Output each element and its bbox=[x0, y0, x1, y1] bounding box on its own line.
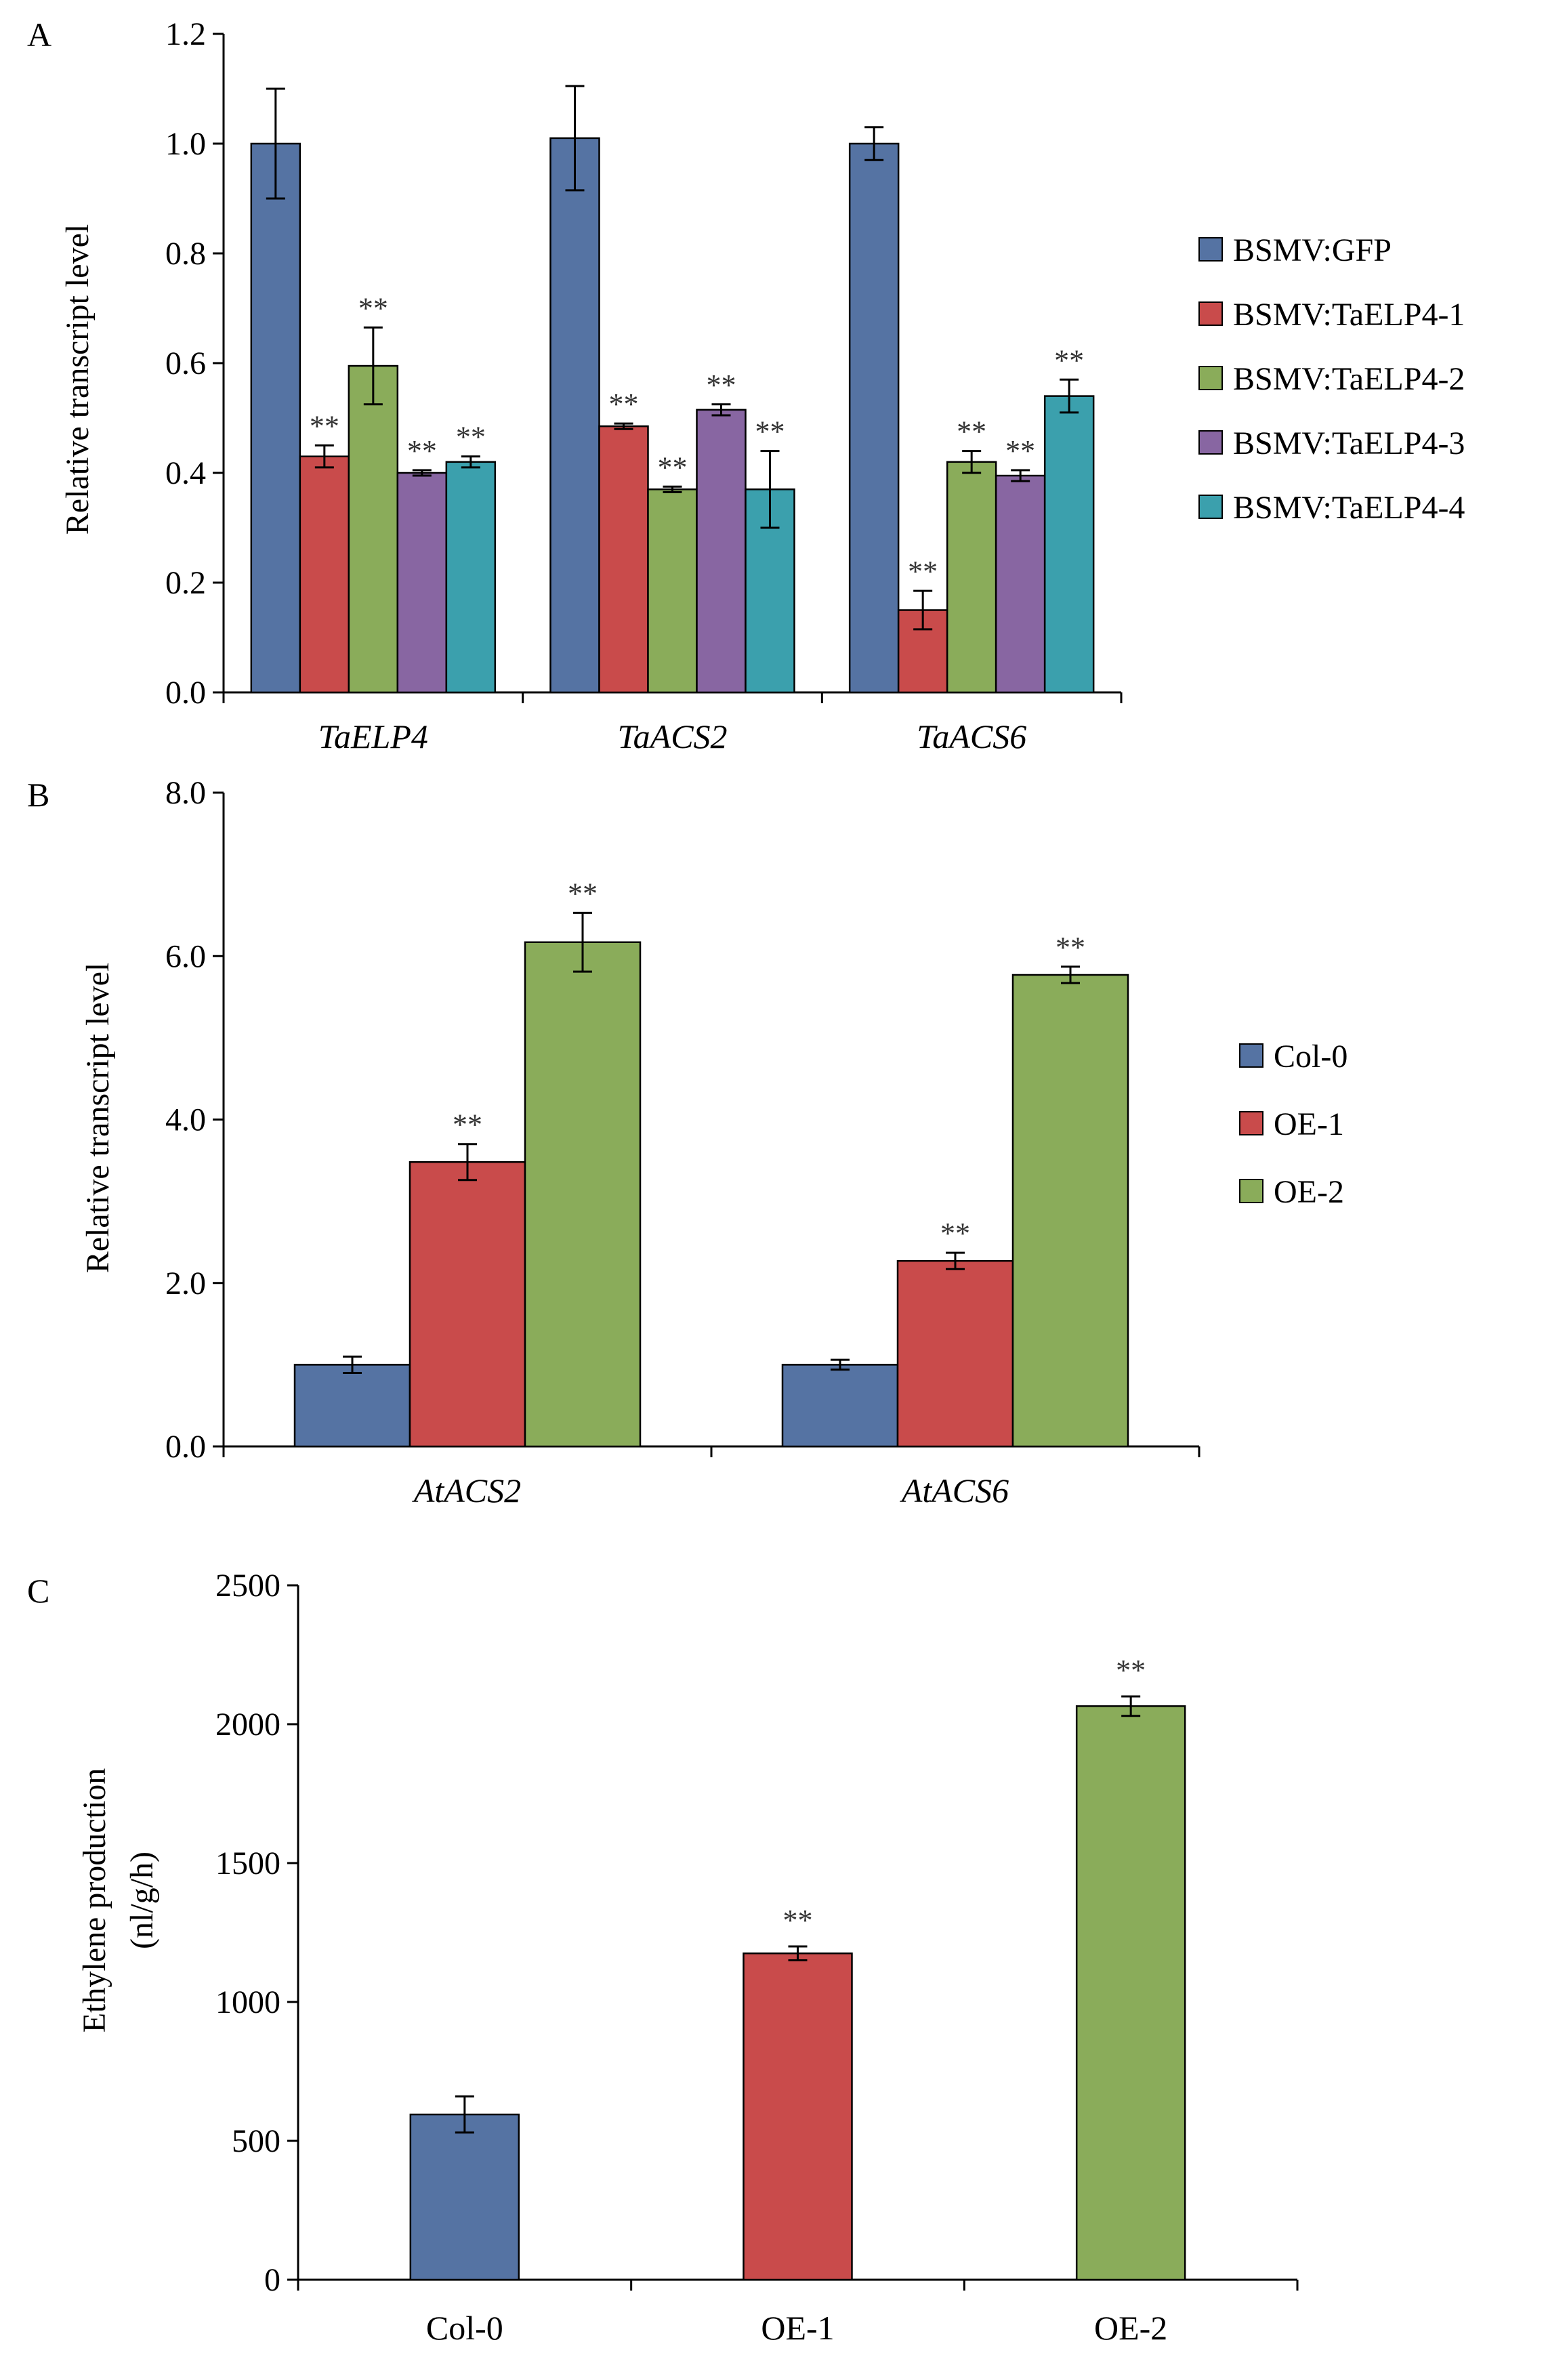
panel-a-category-label: TaACS2 bbox=[617, 717, 727, 755]
panel-c-bar-3 bbox=[1075, 1705, 1186, 2281]
panel-b-bar-1 bbox=[293, 1364, 411, 1448]
panel-b-legend-label: OE-1 bbox=[1274, 1106, 1344, 1142]
panel-a-y-tick-label: 0.4 bbox=[165, 455, 206, 491]
panel-a-significance-label: ** bbox=[358, 291, 388, 325]
panel-a-bar-4 bbox=[396, 472, 448, 694]
panel-a-y-tick-label: 0.8 bbox=[165, 236, 206, 272]
panel-b-legend-label: Col-0 bbox=[1274, 1039, 1347, 1074]
panel-a-significance-label: ** bbox=[957, 415, 986, 448]
panel-c-bar-2 bbox=[743, 1953, 853, 2281]
panel-b-bar-1 bbox=[781, 1364, 899, 1448]
panel-a-bar-5 bbox=[1043, 395, 1095, 694]
panel-b-y-tick-label: 0.0 bbox=[165, 1429, 206, 1465]
panel-c-y-tick-label: 500 bbox=[232, 2123, 280, 2159]
panel-b-legend-swatch bbox=[1239, 1179, 1263, 1203]
panel-a-significance-label: ** bbox=[456, 421, 486, 454]
panel-b-legend-swatch bbox=[1239, 1043, 1263, 1068]
panel-b-significance-label: ** bbox=[1056, 931, 1085, 964]
panel-c-y-axis-title: Ethylene production bbox=[77, 1768, 112, 2033]
panel-b-legend-label: OE-2 bbox=[1274, 1174, 1344, 1210]
panel-a-bar-3 bbox=[647, 488, 698, 694]
panel-a-bar-2 bbox=[598, 425, 649, 694]
panel-c-y-tick-label: 1000 bbox=[215, 1984, 280, 2020]
panel-c-category-label: Col-0 bbox=[426, 2309, 503, 2347]
panel-a-legend-label: BSMV:TaELP4-1 bbox=[1233, 297, 1465, 333]
panel-a-legend-label: BSMV:TaELP4-2 bbox=[1233, 361, 1465, 397]
panel-b-chart: B Relative transcript level 0.0 2.0 4.0 6.0… bbox=[27, 775, 1347, 1509]
panel-a-significance-label: ** bbox=[609, 388, 639, 421]
panel-letter-c: C bbox=[27, 1572, 49, 1610]
panel-b-category-label: AtACS6 bbox=[900, 1471, 1009, 1509]
panel-b-y-tick-label: 6.0 bbox=[165, 938, 206, 974]
panel-a-significance-label: ** bbox=[1005, 434, 1035, 467]
panel-a-bar-1 bbox=[250, 142, 301, 694]
panel-b-bar-2 bbox=[409, 1161, 526, 1448]
panel-a-legend-label: BSMV:TaELP4-4 bbox=[1233, 490, 1465, 526]
panel-letter-a: A bbox=[27, 16, 51, 54]
panel-a-significance-label: ** bbox=[755, 415, 785, 448]
panel-a-bar-3 bbox=[946, 461, 997, 694]
panel-b-y-axis-title: Relative transcript level bbox=[80, 963, 116, 1273]
panel-c-y-tick-label: 2500 bbox=[215, 1568, 280, 1604]
panel-a-y-tick-label: 0.6 bbox=[165, 346, 206, 381]
panel-a-category-label: TaELP4 bbox=[318, 717, 428, 755]
panel-b-y-tick-label: 8.0 bbox=[165, 775, 206, 811]
panel-c-y-axis-unit: (nl/g/h) bbox=[124, 1852, 160, 1949]
panel-a-legend-swatch bbox=[1198, 301, 1223, 326]
panel-a-bar-5 bbox=[445, 461, 497, 694]
panel-b-bar-3 bbox=[524, 941, 642, 1448]
panel-c-y-tick-label: 0 bbox=[264, 2262, 280, 2298]
panel-c-significance-label: ** bbox=[1116, 1654, 1146, 1687]
panel-b-significance-label: ** bbox=[940, 1217, 970, 1250]
panel-c-y-tick-label: 1500 bbox=[215, 1845, 280, 1881]
panel-a-bar-4 bbox=[696, 409, 747, 694]
panel-b-bar-2 bbox=[896, 1259, 1014, 1448]
panel-a-category-label: TaACS6 bbox=[917, 717, 1026, 755]
panel-b-y-tick-label: 2.0 bbox=[165, 1266, 206, 1301]
panel-c-category-label: OE-1 bbox=[761, 2309, 834, 2347]
panel-c-category-label: OE-2 bbox=[1094, 2309, 1167, 2347]
panel-a-significance-label: ** bbox=[407, 434, 437, 467]
panel-a-significance-label: ** bbox=[310, 410, 339, 443]
panel-b-y-tick-label: 4.0 bbox=[165, 1102, 206, 1138]
panel-c-chart: C Ethylene production (nl/g/h) 0 500 1000 1… bbox=[27, 1568, 1299, 2347]
panel-a-significance-label: ** bbox=[1054, 343, 1084, 377]
panel-a-y-axis-title: Relative transcript level bbox=[60, 224, 96, 535]
panel-a-bar-4 bbox=[995, 474, 1046, 694]
panel-c-y-tick-label: 2000 bbox=[215, 1707, 280, 1742]
panel-a-legend-swatch bbox=[1198, 430, 1223, 455]
panel-b-significance-label: ** bbox=[568, 877, 598, 910]
panel-a-bar-2 bbox=[299, 455, 350, 694]
panel-a-significance-label: ** bbox=[908, 555, 938, 588]
panel-a-y-tick-label: 1.2 bbox=[165, 16, 206, 52]
panel-b-significance-label: ** bbox=[453, 1108, 482, 1142]
panel-a-bar-1 bbox=[549, 137, 600, 694]
panel-a-y-tick-label: 1.0 bbox=[165, 126, 206, 162]
panel-letter-b: B bbox=[27, 776, 49, 814]
panel-a-y-tick-label: 0.2 bbox=[165, 565, 206, 601]
panel-a-significance-label: ** bbox=[658, 451, 688, 484]
panel-a-significance-label: ** bbox=[707, 369, 736, 402]
panel-a-bar-3 bbox=[348, 364, 399, 694]
panel-b-category-label: AtACS2 bbox=[412, 1471, 521, 1509]
panel-c-significance-label: ** bbox=[783, 1904, 813, 1937]
panel-b-legend-swatch bbox=[1239, 1111, 1263, 1135]
panel-a-chart: A Relative transcript level 0.0 0.2 0.4 0.6… bbox=[27, 16, 1465, 755]
panel-a-legend-label: BSMV:GFP bbox=[1233, 232, 1392, 268]
panel-a-legend-label: BSMV:TaELP4-3 bbox=[1233, 425, 1465, 461]
panel-b-bar-3 bbox=[1011, 974, 1129, 1448]
panel-a-legend-swatch bbox=[1198, 495, 1223, 519]
panel-a-bar-1 bbox=[848, 142, 900, 694]
panel-c-bar-1 bbox=[409, 2113, 520, 2281]
panel-a-y-tick-label: 0.0 bbox=[165, 675, 206, 711]
panel-a-legend-swatch bbox=[1198, 366, 1223, 390]
panel-a-legend-swatch bbox=[1198, 237, 1223, 262]
